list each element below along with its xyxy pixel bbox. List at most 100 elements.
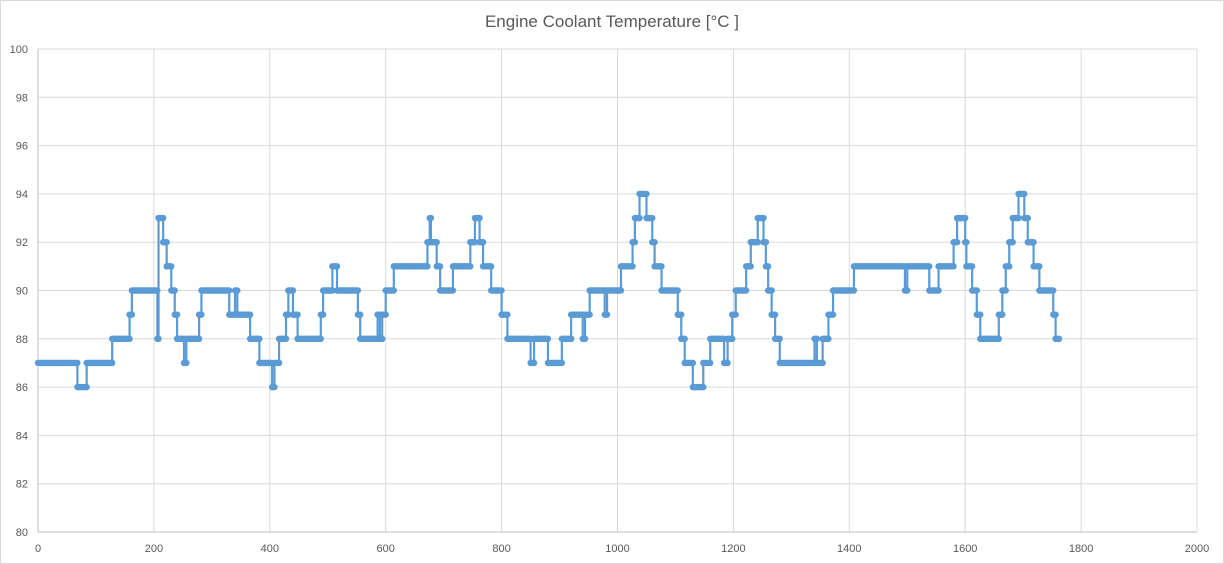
data-point — [850, 287, 858, 294]
data-point — [674, 287, 681, 294]
y-tick-label: 94 — [16, 189, 28, 201]
data-point — [732, 311, 739, 318]
data-point — [319, 311, 327, 318]
data-point — [742, 287, 750, 294]
data-point — [1024, 214, 1031, 222]
data-point — [771, 311, 779, 318]
data-point — [173, 311, 181, 318]
y-tick-label: 98 — [16, 92, 28, 104]
y-tick-label: 92 — [16, 237, 28, 249]
data-point — [128, 311, 136, 318]
x-tick-label: 1200 — [721, 543, 745, 555]
data-point — [904, 287, 911, 294]
data-point — [764, 263, 772, 270]
data-point — [629, 263, 636, 270]
data-point — [1009, 239, 1016, 246]
y-axis-tick-labels: 80 82 84 86 88 90 92 94 96 98 100 — [10, 44, 28, 539]
data-point — [163, 239, 170, 246]
data-point — [1050, 287, 1057, 294]
data-point — [631, 239, 639, 246]
data-point — [168, 263, 175, 270]
data-point — [390, 287, 398, 294]
data-point — [424, 263, 431, 270]
x-tick-label: 1600 — [953, 543, 977, 555]
data-point — [1030, 239, 1037, 246]
data-point — [357, 311, 364, 318]
data-point — [973, 287, 980, 294]
data-point — [234, 287, 241, 294]
data-point — [567, 335, 575, 342]
data-point — [1015, 214, 1022, 222]
data-point — [581, 335, 589, 342]
data-point — [747, 263, 754, 270]
y-tick-label: 88 — [16, 334, 28, 346]
y-tick-label: 90 — [16, 286, 28, 298]
data-point — [427, 214, 435, 222]
data-point — [1021, 190, 1028, 198]
data-point — [294, 311, 301, 318]
gridlines — [38, 48, 1198, 532]
data-point — [926, 263, 933, 270]
data-point — [498, 287, 505, 294]
data-point — [256, 335, 263, 342]
data-point — [603, 311, 611, 318]
data-point — [271, 383, 278, 391]
chart-title: Engine Coolant Temperature [°C ] — [485, 12, 739, 31]
x-tick-label: 1400 — [837, 543, 861, 555]
data-point — [819, 359, 826, 367]
data-point — [1006, 263, 1013, 270]
data-point — [1002, 287, 1009, 294]
x-tick-label: 2000 — [1185, 543, 1209, 555]
data-point — [700, 383, 707, 391]
data-point — [74, 359, 81, 367]
data-point — [285, 311, 292, 318]
y-tick-label: 86 — [16, 382, 28, 394]
data-point — [724, 359, 731, 367]
y-tick-label: 100 — [10, 44, 28, 56]
x-axis-tick-labels: 0 200 400 600 800 1000 1200 1400 1600 1800 2000 — [35, 543, 1209, 555]
data-point — [968, 263, 976, 270]
data-point — [155, 335, 162, 342]
data-point — [436, 263, 444, 270]
data-point — [289, 287, 297, 294]
y-tick-label: 96 — [16, 141, 28, 153]
data-point — [995, 335, 1003, 342]
data-point — [776, 335, 783, 342]
data-point — [282, 335, 290, 342]
data-point — [195, 335, 203, 342]
data-point — [317, 335, 324, 342]
data-point — [617, 287, 625, 294]
data-point — [768, 287, 775, 294]
data-point — [681, 335, 688, 342]
data-point — [1052, 311, 1059, 318]
data-point — [825, 335, 832, 342]
data-point — [707, 359, 714, 367]
data-point — [126, 335, 133, 342]
series-group — [34, 190, 1063, 391]
data-point — [544, 335, 552, 342]
data-point — [586, 311, 593, 318]
x-tick-label: 0 — [35, 543, 41, 555]
data-point — [977, 311, 984, 318]
y-tick-label: 80 — [16, 527, 28, 539]
data-point — [689, 359, 697, 367]
data-point — [1036, 263, 1043, 270]
data-point — [762, 239, 770, 246]
data-point — [651, 239, 658, 246]
data-point — [183, 359, 190, 367]
x-tick-label: 400 — [261, 543, 279, 555]
data-point — [382, 311, 389, 318]
data-point — [226, 287, 233, 294]
data-point — [379, 335, 386, 342]
data-point — [658, 263, 665, 270]
y-tick-label: 82 — [16, 479, 28, 491]
data-point — [154, 287, 161, 294]
data-point — [643, 190, 650, 198]
data-point — [354, 287, 362, 294]
data-point — [449, 287, 457, 294]
data-point — [333, 263, 341, 270]
data-point — [760, 214, 767, 222]
data-point — [999, 311, 1006, 318]
data-point — [479, 239, 487, 246]
